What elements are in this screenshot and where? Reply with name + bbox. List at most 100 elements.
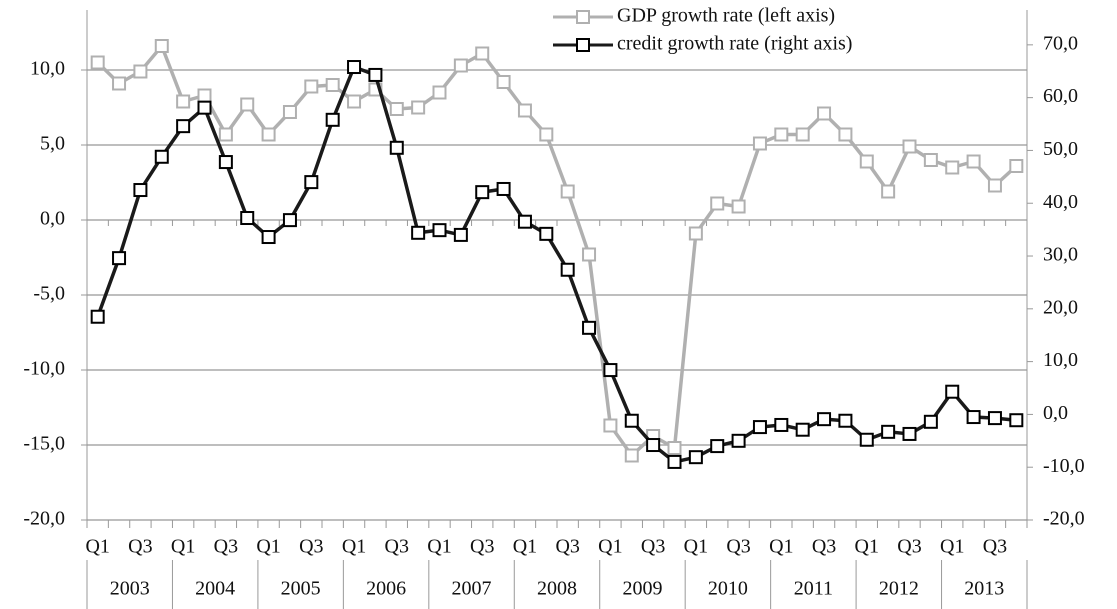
y2-tick-label: -10,0 — [1043, 455, 1085, 477]
point — [325, 78, 340, 92]
point — [710, 439, 725, 454]
point — [560, 184, 575, 199]
x-tick-label: Q1 — [256, 536, 280, 558]
y-tick-label: -15,0 — [23, 433, 65, 455]
point — [261, 230, 276, 245]
year-label: 2011 — [794, 578, 833, 600]
point — [945, 160, 960, 175]
point — [817, 412, 832, 427]
x-tick-label: Q3 — [726, 536, 750, 558]
x-tick-label: Q1 — [513, 536, 537, 558]
point — [218, 127, 233, 142]
x-tick-label: Q1 — [598, 536, 622, 558]
point — [582, 247, 597, 262]
point — [282, 105, 297, 119]
point — [432, 85, 447, 100]
series-line — [96, 65, 1017, 464]
point — [881, 424, 896, 439]
point — [731, 199, 746, 214]
legend-marker — [576, 38, 590, 52]
point — [496, 75, 511, 89]
point — [517, 103, 532, 118]
point — [539, 226, 554, 241]
point — [859, 154, 874, 169]
legend-label: GDP growth rate (left axis) — [617, 5, 835, 27]
point — [838, 413, 853, 428]
x-tick-label: Q3 — [214, 536, 238, 558]
point — [282, 213, 297, 228]
point — [838, 127, 853, 142]
point — [752, 136, 767, 151]
year-label: 2009 — [622, 578, 662, 600]
point — [112, 251, 127, 266]
y-tick-label: -20,0 — [23, 508, 65, 530]
point — [923, 153, 938, 167]
point — [90, 55, 105, 70]
y2-tick-label: 60,0 — [1043, 85, 1078, 107]
point — [945, 384, 960, 399]
point — [774, 127, 789, 142]
year-label: 2004 — [195, 578, 235, 600]
point — [176, 119, 191, 134]
point — [902, 139, 917, 154]
point — [368, 67, 383, 82]
point — [496, 181, 511, 196]
point — [603, 363, 618, 378]
y2-tick-label: 40,0 — [1043, 191, 1078, 213]
point — [987, 411, 1002, 426]
year-label: 2003 — [110, 578, 150, 600]
point — [966, 410, 981, 425]
point — [667, 454, 682, 469]
y2-tick-label: 50,0 — [1043, 138, 1078, 160]
x-tick-label: Q3 — [812, 536, 836, 558]
x-tick-label: Q1 — [940, 536, 964, 558]
point — [560, 262, 575, 277]
point — [240, 97, 255, 112]
x-tick-label: Q1 — [684, 536, 708, 558]
year-label: 2006 — [366, 578, 406, 600]
x-tick-label: Q3 — [641, 536, 665, 558]
point — [411, 100, 426, 115]
point — [112, 76, 127, 91]
y-tick-label: 0,0 — [40, 208, 65, 230]
point — [795, 127, 810, 142]
point — [432, 223, 447, 238]
point — [389, 140, 404, 155]
point — [646, 438, 661, 453]
x-tick-label: Q3 — [128, 536, 152, 558]
point — [218, 155, 233, 170]
point — [1009, 159, 1024, 173]
point — [688, 226, 703, 241]
point — [261, 127, 276, 142]
y-tick-label: -5,0 — [33, 283, 65, 305]
point — [304, 79, 319, 94]
point — [133, 64, 148, 79]
y2-tick-label: 30,0 — [1043, 244, 1078, 266]
x-tick-label: Q3 — [385, 536, 409, 558]
year-label: 2013 — [964, 578, 1004, 600]
x-tick-label: Q3 — [897, 536, 921, 558]
point — [667, 441, 682, 455]
point — [325, 112, 340, 127]
point — [582, 320, 597, 335]
point — [731, 433, 746, 448]
y2-tick-label: 0,0 — [1043, 402, 1068, 424]
x-tick-label: Q1 — [171, 536, 195, 558]
point — [240, 211, 255, 226]
point — [453, 58, 468, 73]
x-tick-label: Q1 — [855, 536, 879, 558]
point — [154, 39, 169, 53]
point — [154, 149, 169, 164]
point — [304, 175, 319, 190]
y-tick-label: 5,0 — [40, 133, 65, 155]
point — [453, 227, 468, 242]
point — [389, 102, 404, 116]
year-label: 2012 — [879, 578, 919, 600]
x-tick-label: Q1 — [769, 536, 793, 558]
x-tick-label: Q3 — [299, 536, 323, 558]
point — [774, 417, 789, 432]
point — [923, 414, 938, 429]
x-tick-label: Q3 — [555, 536, 579, 558]
year-label: 2008 — [537, 578, 577, 600]
